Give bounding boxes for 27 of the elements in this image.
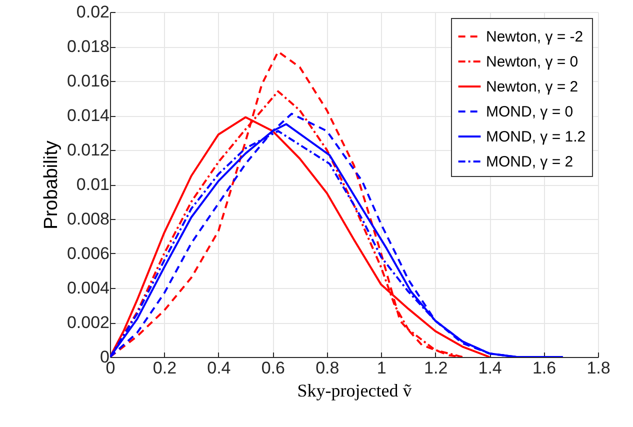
x-tick-label: 0.8 [316,358,340,378]
x-axis-title: Sky-projected ṽ [297,380,412,400]
x-tick-label: 0.2 [152,358,177,378]
x-tick-label: 1 [376,358,386,378]
x-tick-label: 1.4 [478,358,502,378]
legend-label: Newton, γ = 0 [486,54,578,70]
y-tick-label: 0.006 [66,244,110,263]
x-tick-label: 0.6 [261,358,285,378]
y-tick-label: 0.014 [66,106,110,125]
legend-label: Newton, γ = 2 [486,78,578,96]
y-tick-label: 0.018 [66,37,110,56]
x-tick-label: 1.6 [532,358,556,378]
y-tick-label: 0.01 [76,175,110,194]
legend-label: Newton, γ = -2 [486,28,584,46]
x-tick-label: 1.2 [424,358,448,378]
y-tick-label: 0.004 [66,278,110,298]
legend-label: MOND, γ = 2 [486,154,574,170]
y-tick-label: 0.02 [76,2,110,22]
x-tick-label: 1.8 [586,358,610,378]
y-tick-label: 0.002 [66,313,110,332]
legend-label: MOND, γ = 0 [486,104,574,120]
y-tick-label: 0.008 [66,210,110,228]
legend-label: MOND, γ = 1.2 [486,128,586,146]
y-axis-title: Probability [40,140,62,230]
y-tick-label: 0.016 [66,72,110,90]
y-tick-label: 0.012 [66,140,110,160]
x-tick-label: 0.4 [207,358,231,378]
